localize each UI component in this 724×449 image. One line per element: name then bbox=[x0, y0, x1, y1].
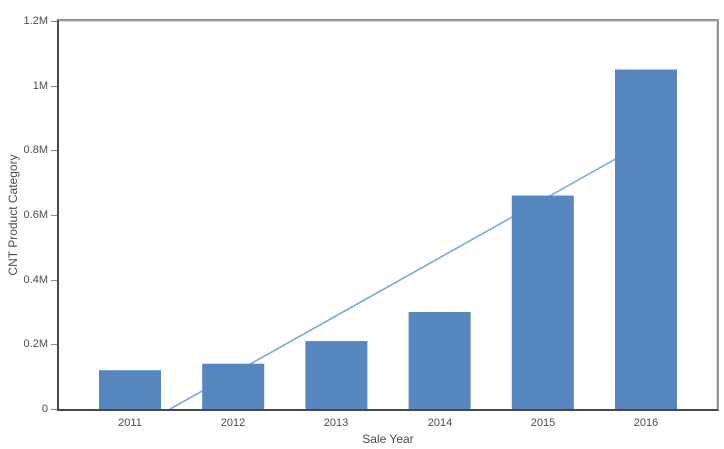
x-tick-label: 2012 bbox=[220, 417, 246, 429]
y-tick-label: 0 bbox=[41, 403, 48, 415]
y-tick-label: 0.8M bbox=[23, 144, 48, 156]
y-tick-label: 0.2M bbox=[23, 338, 48, 350]
bar-2012[interactable] bbox=[202, 363, 265, 409]
y-tick-mark bbox=[51, 280, 57, 281]
x-axis: 2011 2012 2013 2014 2015 2016 bbox=[59, 417, 717, 431]
bar-2013[interactable] bbox=[305, 341, 368, 409]
y-tick-mark bbox=[51, 344, 57, 345]
y-tick-mark bbox=[51, 215, 57, 216]
x-tick-label: 2016 bbox=[633, 417, 659, 429]
x-axis-title: Sale Year bbox=[362, 432, 414, 446]
y-tick-label: 1M bbox=[32, 80, 48, 92]
bar-2014[interactable] bbox=[408, 312, 471, 409]
y-tick-mark bbox=[51, 150, 57, 151]
y-tick-mark bbox=[51, 86, 57, 87]
plot-area bbox=[57, 19, 719, 411]
bar-2015[interactable] bbox=[511, 195, 574, 409]
y-tick-mark bbox=[51, 409, 57, 410]
x-tick-label: 2013 bbox=[323, 417, 349, 429]
y-tick-label: 0.4M bbox=[23, 274, 48, 286]
plot-svg bbox=[99, 69, 677, 410]
x-tick-label: 2011 bbox=[118, 417, 142, 429]
y-tick-label: 1.2M bbox=[23, 15, 48, 27]
y-tick-mark bbox=[51, 21, 57, 22]
bar-2016[interactable] bbox=[615, 69, 677, 410]
x-tick-label: 2014 bbox=[427, 417, 453, 429]
bar-2011[interactable] bbox=[99, 370, 161, 409]
y-tick-label: 0.6M bbox=[23, 209, 48, 221]
x-tick-label: 2015 bbox=[530, 417, 556, 429]
